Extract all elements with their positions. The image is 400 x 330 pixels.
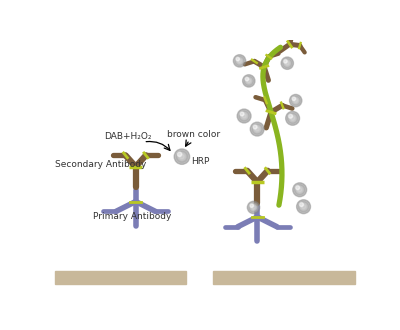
Circle shape [246,78,252,84]
Circle shape [297,200,310,214]
Circle shape [290,94,302,107]
Circle shape [247,79,251,83]
Circle shape [178,152,182,156]
Circle shape [293,183,307,197]
Circle shape [290,116,295,120]
Circle shape [252,124,262,134]
Circle shape [283,58,292,68]
Circle shape [296,186,300,190]
Circle shape [291,96,300,105]
Circle shape [255,127,259,131]
Text: DAB+H₂O₂: DAB+H₂O₂ [104,132,152,141]
Circle shape [249,203,258,212]
Circle shape [176,151,188,162]
Circle shape [252,206,255,209]
Bar [213,271,355,284]
Circle shape [240,112,244,116]
Circle shape [253,125,257,129]
Circle shape [233,55,246,67]
Bar [55,271,186,284]
Circle shape [238,59,241,63]
Circle shape [247,201,260,214]
Circle shape [294,99,298,102]
Circle shape [237,109,251,123]
Circle shape [281,57,294,69]
Text: brown color: brown color [167,130,220,139]
Text: Primary Antibody: Primary Antibody [93,212,172,221]
Circle shape [296,186,303,193]
Circle shape [284,60,290,66]
Circle shape [284,60,287,63]
Circle shape [298,202,309,212]
Circle shape [243,75,255,87]
Circle shape [302,205,306,209]
Circle shape [245,77,249,81]
Circle shape [294,184,305,195]
Circle shape [241,113,248,119]
Circle shape [250,204,256,211]
Circle shape [178,153,186,160]
Circle shape [254,126,261,133]
Circle shape [250,122,264,136]
Circle shape [288,114,292,118]
Text: HRP: HRP [191,157,210,166]
Circle shape [288,113,298,123]
Circle shape [250,204,253,207]
Circle shape [286,61,289,65]
Circle shape [293,98,299,104]
Circle shape [289,115,296,122]
Circle shape [242,114,246,118]
Circle shape [244,76,254,85]
Circle shape [174,149,190,164]
Circle shape [298,188,302,192]
Circle shape [180,154,184,159]
Text: Secondary Antibody: Secondary Antibody [55,160,146,169]
Circle shape [300,203,304,207]
Circle shape [300,203,307,210]
Circle shape [236,58,243,64]
Circle shape [235,56,244,65]
Circle shape [292,97,296,100]
Circle shape [236,57,240,61]
Circle shape [286,112,300,125]
Circle shape [239,111,249,121]
